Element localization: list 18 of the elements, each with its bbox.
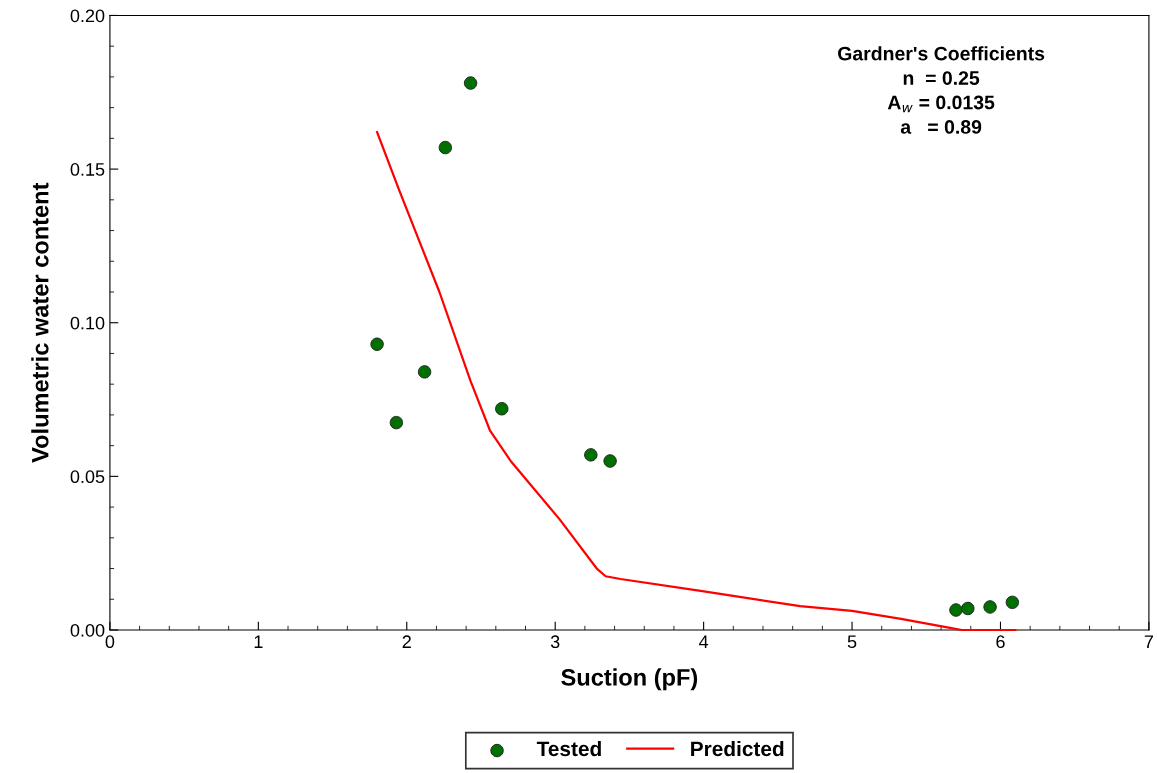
y-tick-label: 0.05	[70, 470, 105, 484]
x-tick-label: 6	[996, 635, 1005, 649]
y-tick-label: 0.00	[70, 623, 105, 637]
y-axis-title: Volumetric water content	[31, 182, 49, 463]
legend-label: Predicted	[691, 740, 784, 757]
x-tick-label: 0	[105, 635, 115, 649]
x-axis-title: Suction (pF)	[561, 668, 698, 691]
x-tick-label: 1	[254, 635, 263, 648]
y-tick-label: 0.20	[70, 9, 105, 23]
x-tick-label: 7	[1144, 635, 1154, 648]
y-tick-label: 0.15	[70, 163, 105, 176]
y-tick-label: 0.10	[70, 316, 105, 330]
annotation: Gardner's Coefficients n = 0.25 A$_{w}$ = 0.0135 a = 0.89	[838, 46, 1045, 134]
legend-label: Tested	[536, 740, 601, 757]
x-tick-label: 3	[550, 635, 560, 649]
x-tick-label: 4	[699, 635, 709, 648]
x-tick-label: 5	[847, 635, 857, 649]
x-tick-label: 2	[402, 635, 411, 648]
